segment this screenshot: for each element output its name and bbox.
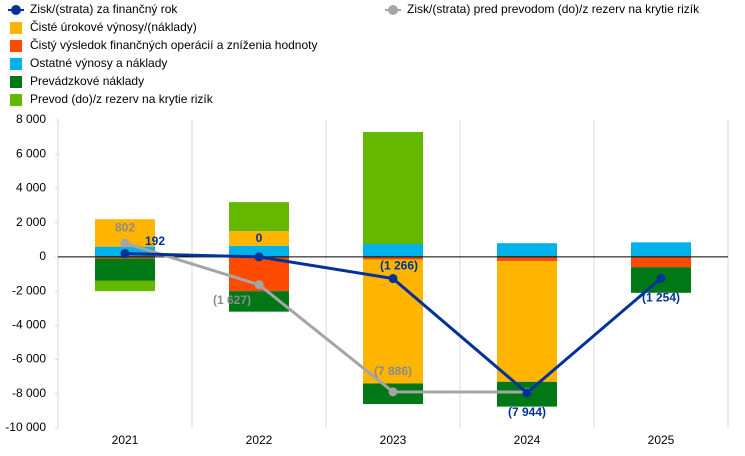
bar-segment bbox=[631, 256, 691, 268]
point bbox=[254, 280, 264, 290]
line bbox=[124, 241, 528, 394]
bar-segment bbox=[95, 258, 155, 281]
data-label: (1 266) bbox=[380, 259, 418, 273]
bar-segment bbox=[363, 244, 423, 257]
y-tick-label: 0 bbox=[39, 249, 46, 263]
data-label: (7 944) bbox=[508, 405, 546, 419]
legend-label: Zisk/(strata) za finančný rok bbox=[30, 2, 178, 16]
y-tick-label: -10 000 bbox=[5, 420, 46, 434]
legend-label: Zisk/(strata) pred prevodom (do)/z rezer… bbox=[407, 2, 700, 16]
bar-segment bbox=[631, 242, 691, 257]
bar-segment bbox=[363, 131, 423, 245]
point bbox=[120, 238, 130, 248]
point bbox=[388, 274, 398, 284]
y-tick-label: -6 000 bbox=[12, 352, 46, 366]
legend-label: Prevod (do)/z rezerv na krytie rizík bbox=[30, 92, 214, 106]
legend-label: Prevádzkové náklady bbox=[30, 74, 144, 88]
y-tick-label: -8 000 bbox=[12, 386, 46, 400]
x-tick-label: 2025 bbox=[648, 433, 675, 447]
data-label: (1 254) bbox=[642, 291, 680, 305]
legend-swatch bbox=[10, 40, 22, 52]
y-tick-label: 2 000 bbox=[16, 215, 46, 229]
legend-swatch bbox=[10, 94, 22, 106]
x-tick-label: 2023 bbox=[380, 433, 407, 447]
bar-segment bbox=[229, 231, 289, 246]
bar-segment bbox=[497, 243, 557, 257]
legend-label: Ostatné výnosy a náklady bbox=[30, 56, 167, 70]
point bbox=[120, 249, 130, 259]
legend-marker bbox=[11, 5, 21, 15]
legend-label: Čistý výsledok finančných operácií a zní… bbox=[30, 37, 318, 52]
bar-segment bbox=[497, 256, 557, 262]
y-tick-label: 6 000 bbox=[16, 146, 46, 160]
point bbox=[656, 273, 666, 283]
point bbox=[522, 388, 532, 398]
data-label: 192 bbox=[145, 234, 165, 248]
bar-segment bbox=[229, 245, 289, 257]
x-tick-label: 2022 bbox=[246, 433, 273, 447]
bar-segment bbox=[95, 280, 155, 292]
x-tick-label: 2024 bbox=[514, 433, 541, 447]
y-tick-label: 8 000 bbox=[16, 112, 46, 126]
legend-swatch bbox=[10, 58, 22, 70]
legend-marker bbox=[388, 5, 398, 15]
y-tick-label: -2 000 bbox=[12, 283, 46, 297]
x-tick-label: 2021 bbox=[112, 433, 139, 447]
y-tick-label: 4 000 bbox=[16, 181, 46, 195]
bar-segment bbox=[497, 261, 557, 382]
bar-segment bbox=[363, 256, 423, 260]
data-label: 0 bbox=[256, 231, 263, 245]
data-label: (7 886) bbox=[374, 364, 412, 378]
legend-swatch bbox=[10, 22, 22, 34]
legend-swatch bbox=[10, 76, 22, 88]
y-tick-label: -4 000 bbox=[12, 318, 46, 332]
data-label: 802 bbox=[115, 220, 135, 234]
data-label: (1 627) bbox=[213, 293, 251, 307]
bar-segment bbox=[229, 202, 289, 232]
legend-label: Čisté úrokové výnosy/(náklady) bbox=[30, 19, 197, 34]
point bbox=[388, 387, 398, 397]
point bbox=[254, 252, 264, 262]
